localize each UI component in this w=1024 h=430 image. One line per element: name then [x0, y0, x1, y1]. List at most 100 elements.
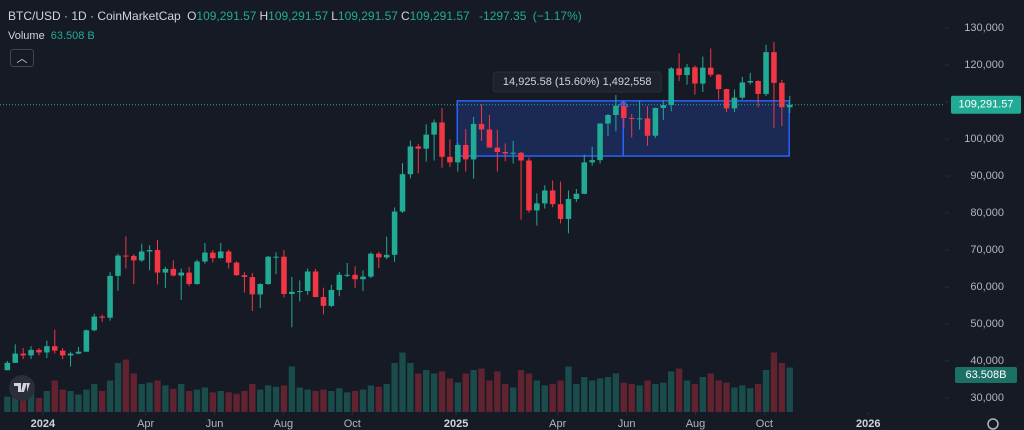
volume-bar [486, 380, 493, 412]
change-pct: (−1.17%) [532, 9, 582, 23]
candle-body [312, 271, 319, 297]
candle-body [304, 271, 311, 292]
candle-body [549, 190, 556, 205]
volume-bar [99, 391, 106, 412]
candle-body [194, 261, 200, 285]
volume-bar [494, 371, 501, 412]
measure-label: 14,925.58 (15.60%) 1,492,558 [503, 76, 652, 88]
volume-bar [754, 384, 762, 412]
volume-bar [668, 371, 675, 412]
x-tick-label: 2024 [31, 418, 56, 430]
volume-bar [106, 380, 114, 412]
candle-body [241, 275, 248, 278]
candle-body [502, 152, 509, 154]
y-tick-label: 50,000 [970, 318, 1004, 330]
candle-body [565, 198, 572, 219]
volume-bar [225, 392, 232, 412]
candle-body [660, 105, 667, 108]
candle-body [431, 122, 437, 135]
y-tick-label: 100,000 [964, 133, 1004, 145]
volume-bar [241, 391, 248, 412]
candle-body [755, 80, 761, 94]
candle-body [597, 123, 603, 161]
candle-body [383, 254, 390, 258]
candle-body [28, 349, 34, 356]
volume-bar [336, 388, 343, 412]
candle-body [652, 107, 659, 136]
volume-bar [762, 370, 770, 412]
candle-body [391, 211, 398, 255]
logo-mark [14, 383, 30, 392]
change: -1297.35 [479, 9, 527, 23]
ohlc-label: H [259, 9, 269, 23]
candle-body [162, 268, 169, 273]
volume-bar [415, 373, 422, 412]
candle-body [771, 52, 777, 83]
candle-body [786, 104, 793, 108]
volume-bar [596, 378, 604, 412]
y-tick-label: 60,000 [970, 281, 1004, 293]
candle-body [131, 255, 137, 261]
candle-body [684, 67, 690, 76]
candle-body [628, 117, 635, 119]
volume-bar [312, 391, 319, 412]
candle-body [486, 129, 493, 148]
candle-body [455, 144, 461, 163]
candle-body [644, 118, 651, 136]
candle-body [739, 82, 746, 98]
volume-bar [280, 385, 288, 412]
volume-bar [739, 385, 746, 412]
y-tick-label: 90,000 [970, 170, 1004, 182]
volume-bar [383, 384, 390, 412]
candle-body [320, 296, 327, 306]
volume-bar [399, 352, 406, 412]
volume-bar [4, 396, 11, 412]
candle-body [202, 252, 208, 262]
settings-icon[interactable] [987, 418, 999, 430]
candle-body [462, 144, 469, 160]
candle-body [676, 68, 682, 76]
volume-bar [217, 391, 224, 412]
y-tick-label: 30,000 [970, 392, 1004, 404]
volume-bar [154, 380, 161, 412]
candle-body [115, 255, 121, 276]
volume-bar [549, 384, 556, 412]
volume-bar [770, 352, 778, 412]
candle-body [217, 251, 224, 259]
volume-bar [304, 389, 311, 412]
candle-body [91, 316, 98, 331]
ohlc-values: O109,291.57 H109,291.57 L109,291.57 C109,29… [187, 9, 473, 23]
volume-bar [675, 368, 683, 412]
ohlc-value: 109,291.57 [196, 9, 257, 23]
candle-body [613, 105, 619, 116]
y-tick-label: 70,000 [970, 244, 1004, 256]
volume-bar [778, 363, 786, 412]
volume-bar [249, 384, 256, 412]
collapse-button[interactable]: ︿ [10, 49, 34, 67]
candle-body [210, 252, 216, 259]
volume-bar [27, 392, 35, 412]
volume-bar [19, 391, 27, 412]
volume-bar [83, 389, 90, 412]
ohlc-value: 109,291.57 [268, 9, 329, 23]
last-volume-badge [955, 367, 1017, 383]
volume-bar [589, 380, 596, 412]
candle-body [589, 160, 595, 163]
volume-value: 63.508 B [50, 30, 95, 42]
volume-bar [130, 373, 137, 412]
volume-bar [407, 363, 414, 412]
volume-bar [620, 382, 627, 412]
candle-body [763, 52, 769, 94]
volume-bar [75, 394, 82, 412]
volume-bar [288, 366, 296, 412]
volume-bar [652, 384, 659, 412]
candle-body [439, 122, 445, 157]
candle-body [423, 134, 429, 149]
candle-body [470, 123, 477, 160]
volume-bar [628, 384, 635, 412]
volume-bar [423, 370, 430, 412]
candle-body [51, 346, 58, 351]
candle-body [399, 174, 406, 212]
candle-body [107, 275, 113, 318]
